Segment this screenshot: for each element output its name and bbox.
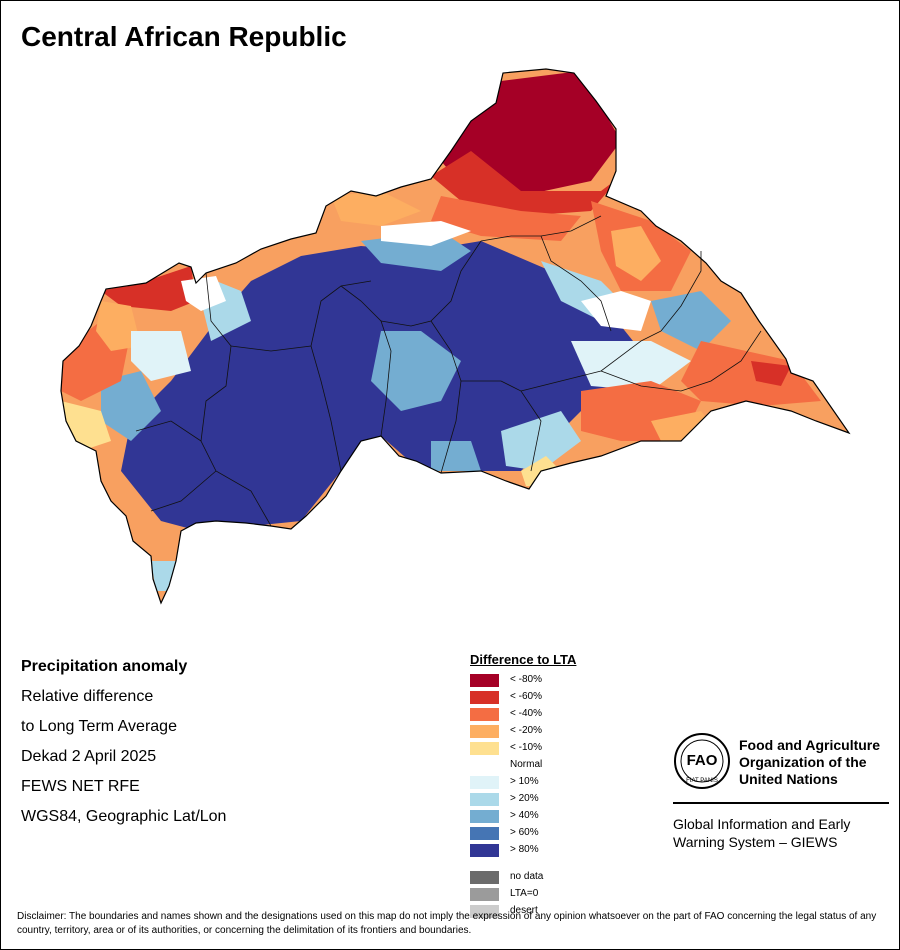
legend-label: > 60%: [510, 827, 539, 838]
giews-name: Global Information and Early Warning Sys…: [673, 815, 891, 851]
legend-item-4: < -10%: [470, 741, 576, 758]
legend-item-9: > 60%: [470, 826, 576, 843]
legend-label: Normal: [510, 759, 543, 770]
legend-label: > 10%: [510, 776, 539, 787]
map-metadata: Precipitation anomaly Relative differenc…: [21, 657, 226, 837]
map-legend: Difference to LTA < -80% < -60% < -40% < -2…: [470, 652, 576, 921]
legend-swatch: [470, 674, 499, 687]
svg-text:FAO: FAO: [687, 752, 718, 769]
legend-item-10: > 80%: [470, 843, 576, 860]
legend-extra-item-0: no data: [470, 870, 576, 887]
legend-swatch: [470, 905, 499, 918]
meta-line-description: Relative difference: [21, 688, 154, 705]
legend-label: < -80%: [510, 674, 542, 685]
fao-logo: FAO FIAT PANIS: [674, 733, 730, 789]
disclaimer: Disclaimer: The boundaries and names sho…: [17, 911, 877, 936]
legend-label: < -10%: [510, 742, 542, 753]
admin-boundaries: [135, 215, 762, 527]
legend-item-8: > 40%: [470, 809, 576, 826]
fao-name-line-1: Food and Agriculture: [739, 737, 881, 753]
legend-item-2: < -40%: [470, 707, 576, 724]
legend-swatch: [470, 725, 499, 738]
fao-name-line-3: United Nations: [739, 771, 838, 787]
legend-swatch: [470, 888, 499, 901]
legend-item-7: > 20%: [470, 792, 576, 809]
legend-label: > 80%: [510, 844, 539, 855]
meta-line-period: Dekad 2 April 2025: [21, 748, 157, 765]
legend-label: < -60%: [510, 691, 542, 702]
meta-line-projection: WGS84, Geographic Lat/Lon: [21, 808, 227, 825]
legend-label: no data: [510, 871, 544, 882]
legend-items: < -80% < -60% < -40% < -20% < -10% Normal > 10…: [470, 673, 576, 921]
divider: [673, 802, 889, 804]
legend-swatch: [470, 810, 499, 823]
legend-gap: [470, 860, 576, 870]
legend-label: LTA=0: [510, 888, 539, 899]
legend-label: < -20%: [510, 725, 542, 736]
legend-swatch: [470, 793, 499, 806]
legend-swatch: [470, 776, 499, 789]
giews-line-1: Global Information and Early: [673, 816, 851, 832]
legend-swatch: [470, 827, 499, 840]
meta-line-description-2: to Long Term Average: [21, 718, 177, 735]
legend-swatch: [470, 742, 499, 755]
giews-line-2: Warning System – GIEWS: [673, 834, 838, 850]
legend-label: > 40%: [510, 810, 539, 821]
legend-extra-item-1: LTA=0: [470, 887, 576, 904]
legend-item-6: > 10%: [470, 775, 576, 792]
legend-swatch: [470, 844, 499, 857]
map-title: Central African Republic: [21, 21, 347, 52]
legend-label: < -40%: [510, 708, 542, 719]
legend-item-5: Normal: [470, 758, 576, 775]
fao-name: Food and Agriculture Organization of the…: [739, 737, 899, 788]
legend-item-0: < -80%: [470, 673, 576, 690]
legend-label: desert: [510, 905, 538, 916]
legend-title: Difference to LTA: [470, 652, 577, 667]
anomaly-map: [60, 68, 850, 604]
svg-text:FIAT PANIS: FIAT PANIS: [686, 778, 718, 784]
legend-item-1: < -60%: [470, 690, 576, 707]
meta-line-product: Precipitation anomaly: [21, 658, 188, 675]
legend-swatch: [470, 871, 499, 884]
legend-swatch: [470, 708, 499, 721]
meta-line-source: FEWS NET RFE: [21, 778, 140, 795]
legend-swatch: [470, 691, 499, 704]
fao-name-line-2: Organization of the: [739, 754, 867, 770]
legend-item-3: < -20%: [470, 724, 576, 741]
legend-label: > 20%: [510, 793, 539, 804]
legend-extra-item-2: desert: [470, 904, 576, 921]
anomaly-raster: [61, 69, 849, 603]
